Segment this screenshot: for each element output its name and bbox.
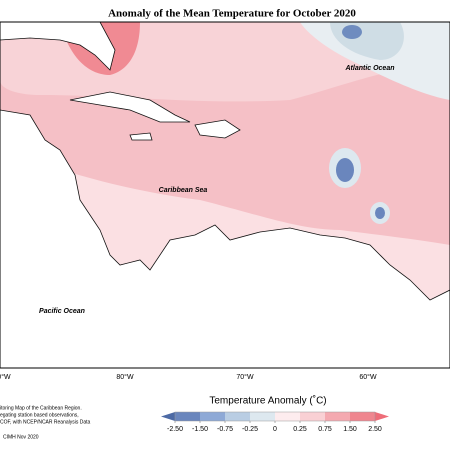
map-frame	[0, 21, 450, 369]
land	[0, 109, 450, 368]
colorbar-tick-label: 0	[273, 426, 277, 433]
colorbar-tick-label: 2.50	[368, 426, 382, 433]
title: Anomaly of the Mean Temperature for Octo…	[108, 8, 356, 20]
lon-label: 80°W	[116, 373, 134, 381]
anomaly-field	[342, 25, 362, 39]
credit: itoring Map of the Caribbean Region.	[0, 405, 82, 411]
ocean-label: Atlantic Ocean	[344, 65, 394, 72]
ocean-label: Pacific Ocean	[39, 308, 85, 315]
colorbar-bin	[325, 412, 351, 421]
colorbar-bin	[350, 412, 376, 421]
anomaly-field	[336, 158, 354, 182]
colorbar-title: Temperature Anomaly (˚C)	[209, 395, 326, 407]
colorbar-tick-label: -0.75	[217, 426, 233, 433]
colorbar-bin	[300, 412, 326, 421]
land	[0, 22, 116, 71]
colorbar-bin	[275, 412, 301, 421]
colorbar-extend	[161, 412, 175, 421]
lon-label: 90°W	[0, 373, 11, 381]
credit: COF, with NCEP/NCAR Reanalysis Data	[0, 419, 91, 425]
anomaly-field	[375, 207, 385, 219]
anomaly-field	[300, 22, 450, 100]
colorbar-bin	[200, 412, 226, 421]
land	[194, 119, 241, 139]
lon-label: 70°W	[236, 373, 254, 381]
map: Atlantic Ocean Caribbean Sea Pacific Oce…	[0, 21, 450, 381]
colorbar-tick-label: 0.75	[318, 426, 332, 433]
colorbar-tick-label: -0.25	[242, 426, 258, 433]
colorbar-bin	[225, 412, 251, 421]
land	[69, 91, 191, 123]
colorbar-tick-label: 0.25	[293, 426, 307, 433]
colorbar-tick-label: 1.50	[343, 426, 357, 433]
credit: egating station based observations,	[0, 412, 79, 418]
colorbar-extend	[375, 412, 389, 421]
land	[129, 132, 153, 141]
ocean-label: Caribbean Sea	[159, 187, 208, 194]
colorbar-bin	[250, 412, 276, 421]
colorbar-bin	[175, 412, 201, 421]
colorbar-tick-label: -1.50	[192, 426, 208, 433]
land	[0, 290, 100, 368]
colorbar-tick-label: -2.50	[167, 426, 183, 433]
footer: CIMH Nov 2020	[3, 434, 39, 440]
colorbar: -2.50 -1.50 -0.75 -0.25 0 0.25 0.75 1.50 2.50	[161, 411, 389, 433]
lon-label: 60°W	[359, 373, 377, 381]
